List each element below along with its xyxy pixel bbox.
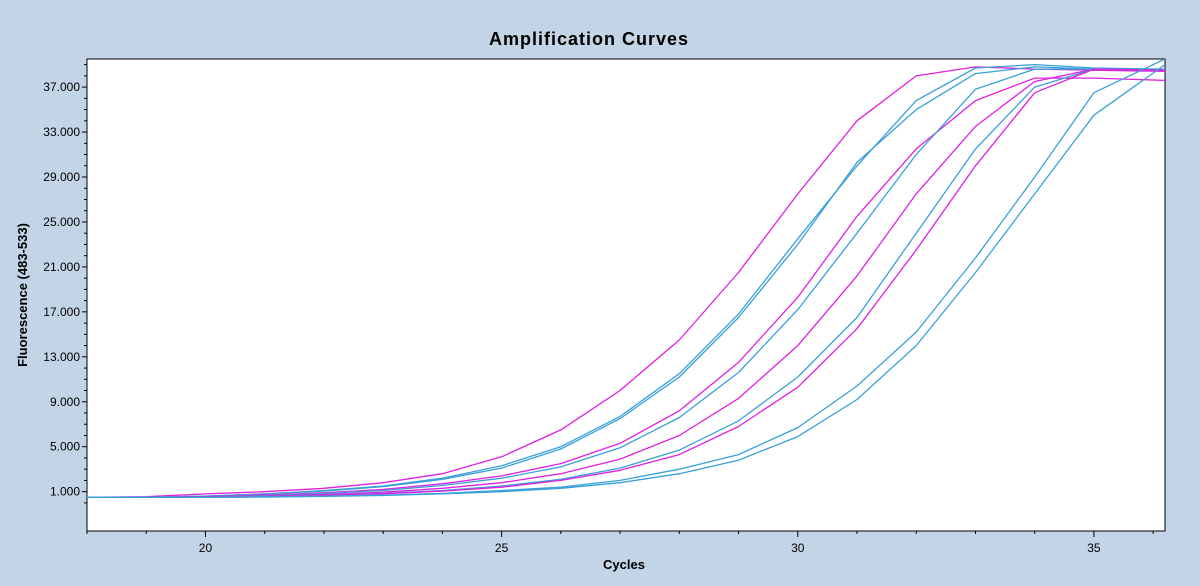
x-tick-label: 20 [199, 541, 213, 555]
y-tick-label: 9.000 [50, 395, 80, 409]
x-axis-label: Cycles [603, 557, 645, 572]
y-tick-label: 17.000 [43, 305, 80, 319]
x-axis: 20 25 30 35 [86, 531, 1154, 555]
y-tick-label: 21.000 [43, 260, 80, 274]
series-line-10 [87, 64, 1165, 498]
y-axis-label: Fluorescence (483-533) [15, 223, 30, 367]
x-tick-label: 25 [495, 541, 509, 555]
y-tick-label: 37.000 [43, 80, 80, 94]
y-tick-label: 13.000 [43, 350, 80, 364]
y-tick-label: 29.000 [43, 170, 80, 184]
y-tick-label: 33.000 [43, 125, 80, 139]
x-tick-label: 35 [1087, 541, 1101, 555]
x-tick-label: 30 [791, 541, 805, 555]
series-line-3 [87, 66, 1165, 498]
y-tick-label: 1.000 [50, 485, 80, 499]
series-lines [87, 59, 1165, 498]
y-axis: 1.000 5.000 9.000 13.000 17.000 21.000 25.000 2… [43, 64, 87, 504]
y-tick-label: 5.000 [50, 440, 80, 454]
chart-title: Amplification Curves [489, 29, 689, 49]
plot-area [86, 58, 1166, 532]
series-line-1 [87, 66, 1165, 498]
y-tick-label: 25.000 [43, 215, 80, 229]
